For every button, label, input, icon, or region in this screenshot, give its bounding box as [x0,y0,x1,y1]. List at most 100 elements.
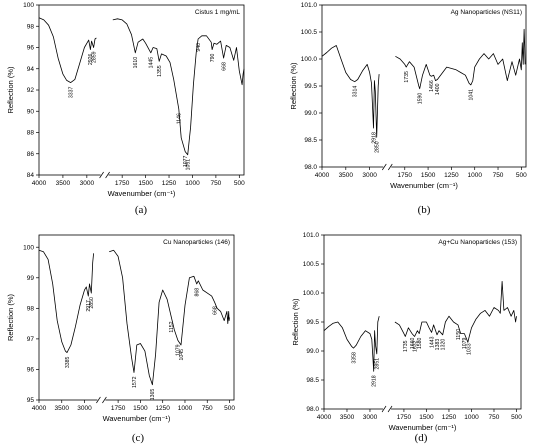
y-tick-label: 97 [27,336,35,343]
x-tick-label: 500 [224,405,235,412]
x-tick-label: 1000 [178,405,193,412]
axis-break-gap [383,405,392,413]
chart-title: Cu Nanoparticles (146) [163,239,230,246]
peak-label: 1383 [435,339,441,351]
x-tick-label: 3000 [362,172,377,179]
x-tick-label: 1250 [444,172,459,179]
peak-label: 1632 [412,340,418,352]
spectrum-line-segment-1 [38,249,94,354]
spectrum-line-segment-2 [394,280,517,343]
peak-label: 2851 [375,358,381,370]
axis-break-mark [387,163,393,171]
chart-panel-3: 4000 3500 3000 1750 1500 1250 1000 750 500 95 96 97… [6,234,235,444]
y-tick-label: 95 [27,397,35,404]
y-tick-label: 86 [27,151,35,158]
peak-label: 1077 [183,156,189,168]
peak-label: 940 [196,43,202,52]
peak-label: 2917 [86,300,92,312]
x-axis-label: Wavenumber (cm⁻¹) [390,181,458,190]
y-tick-label: 100.0 [301,56,318,63]
panel-label: (d) [415,432,428,444]
peak-label: 1079 [176,344,182,356]
y-tick-label: 99.5 [304,83,317,90]
peak-label: 1365 [150,389,156,401]
axis-break-gap [100,171,109,179]
y-axis-label: Reflection (%) [6,293,15,341]
spectrum-line-segment-1 [321,45,380,138]
y-tick-label: 100 [23,2,34,9]
x-tick-label: 4000 [32,405,47,412]
peak-label: 2850 [89,297,95,309]
chart-panel-2: 4000 3500 3000 1750 1500 1250 1000 750 500 98.0 98… [289,2,527,216]
peak-label: 1572 [132,376,138,388]
peak-label: 2918 [372,375,378,387]
peak-label: 3385 [65,357,71,369]
peak-label: 1443 [429,336,435,348]
peak-label: 1152 [169,321,175,332]
peak-label: 2926 [88,54,94,66]
axis-break-mark [102,396,107,404]
panel-label: (b) [418,204,431,216]
peak-label: 1320 [440,339,446,351]
x-tick-label: 750 [202,405,213,412]
peak-label: 668 [212,306,218,315]
x-tick-label: 4000 [317,414,332,421]
spectrum-line-segment-1 [38,17,97,83]
x-tick-label: 3000 [77,405,92,412]
peak-label: 1045 [179,349,185,361]
peak-label: 1445 [149,57,155,69]
peak-label: 3337 [69,86,75,98]
y-tick-label: 100.0 [303,290,320,297]
y-tick-label: 90 [27,108,35,115]
x-tick-label: 3500 [339,172,354,179]
peak-label: 1466 [429,80,435,92]
x-tick-label: 1500 [421,172,436,179]
x-tick-label: 1500 [138,180,153,187]
x-tick-label: 1750 [115,180,130,187]
x-tick-label: 1750 [111,405,126,412]
x-tick-label: 500 [516,172,527,179]
y-tick-label: 99.0 [304,110,317,117]
axis-break-mark [387,405,393,413]
chart-title: Cistus 1 mg/mL [195,9,241,16]
x-tick-label: 500 [511,414,522,421]
x-axis-label: Wavenumber (cm⁻¹) [389,423,457,432]
peak-label: 1146 [177,113,183,124]
peak-label: 1610 [133,57,139,69]
peak-label: 1735 [403,340,409,352]
x-tick-label: 4000 [32,180,47,187]
y-tick-label: 84 [27,172,35,179]
x-tick-label: 3000 [363,414,378,421]
peak-label: 1150 [456,329,462,340]
peak-label: 1590 [417,93,423,105]
x-tick-label: 1500 [419,414,434,421]
panel-label: (a) [135,204,148,216]
peak-label: 868 [195,288,201,297]
y-tick-label: 88 [27,130,35,137]
spectrum-line-segment-2 [395,28,526,90]
x-tick-label: 4000 [315,172,330,179]
y-axis-label: Reflection (%) [291,298,300,346]
peak-label: 2918 [371,132,377,144]
peak-label: 3358 [351,352,357,364]
x-tick-label: 1250 [442,414,457,421]
y-tick-label: 101.0 [303,232,320,239]
y-tick-label: 98 [27,306,35,313]
x-tick-label: 750 [493,172,504,179]
peak-label: 668 [221,62,227,71]
axis-break-gap [383,163,392,171]
peak-label: 2850 [375,141,381,153]
peak-label: 1660 [410,337,416,349]
y-tick-label: 98 [27,23,35,30]
peak-label: 1735 [404,71,410,83]
y-tick-label: 98.5 [306,377,319,384]
y-axis-label: Reflection (%) [6,66,15,114]
axis-break-mark [96,396,101,404]
axis-break-mark [381,163,387,171]
peak-label: 2859 [91,51,97,63]
x-tick-label: 3500 [55,405,70,412]
peak-label: 1355 [157,65,163,77]
y-tick-label: 98.0 [306,406,319,413]
chart-title: Ag Nanoparticles (NS11) [451,9,522,16]
y-tick-label: 99 [27,275,35,282]
